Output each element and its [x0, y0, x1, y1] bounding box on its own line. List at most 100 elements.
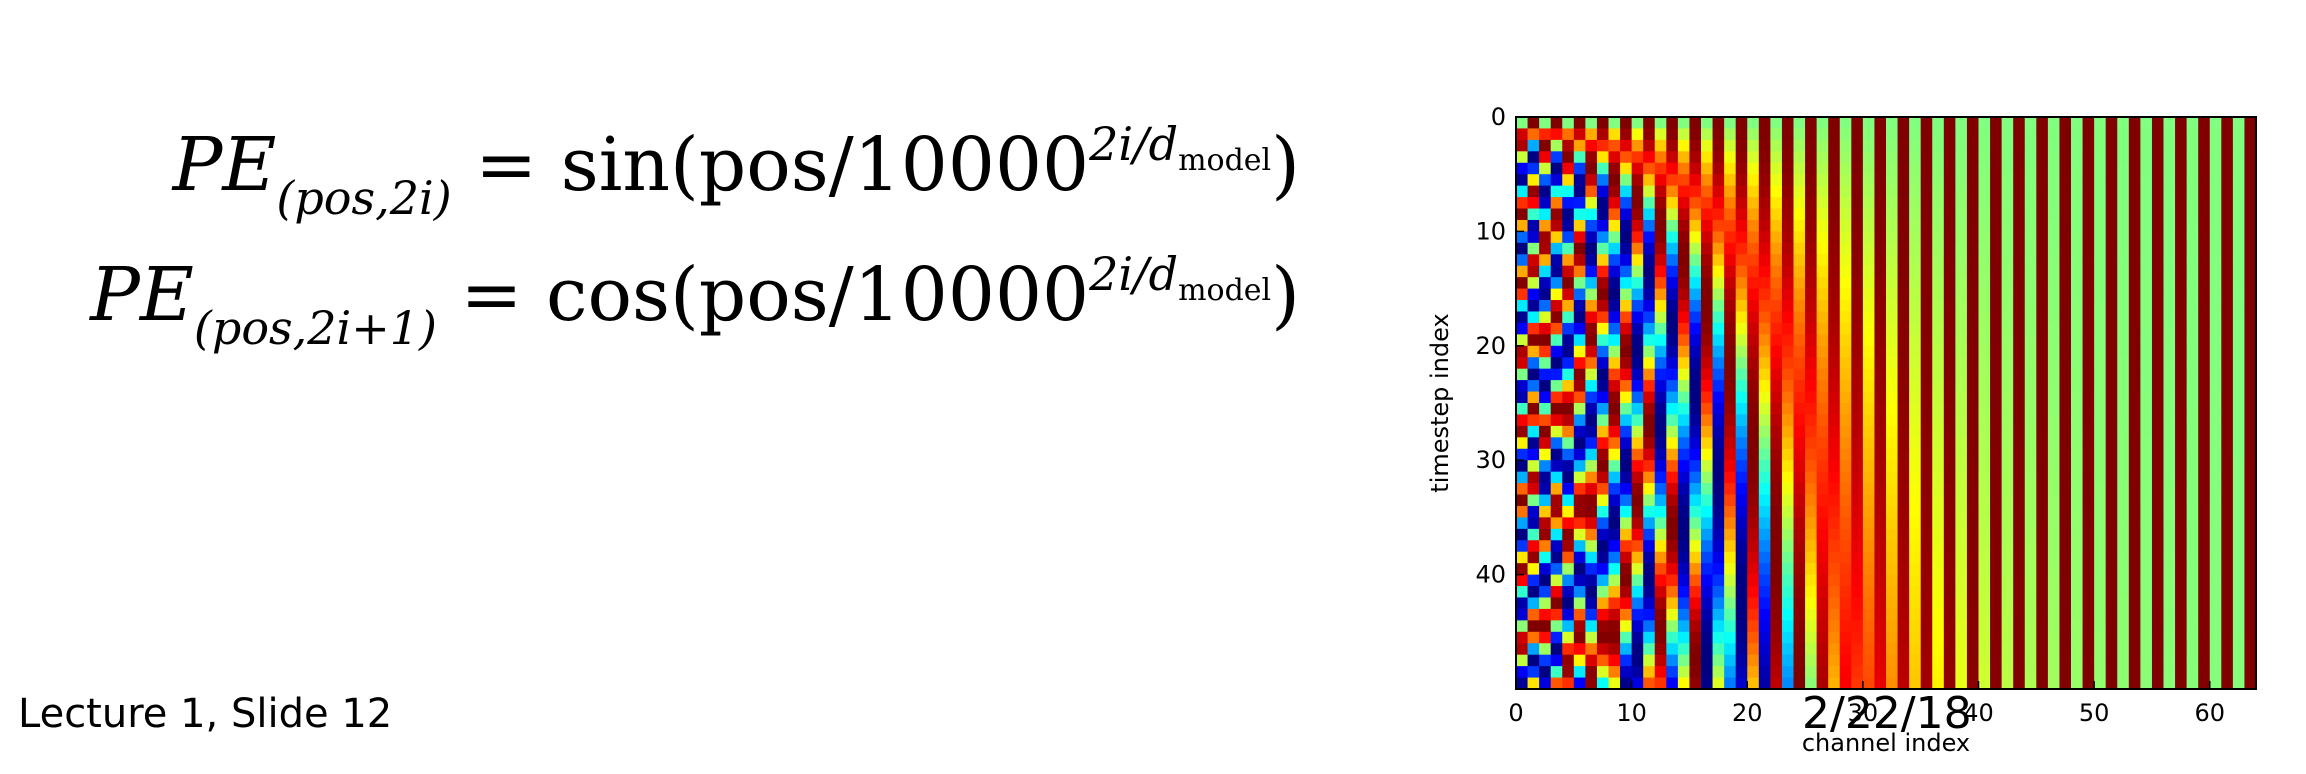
heatmap-cell: [2151, 460, 2165, 473]
heatmap-cell: [2244, 391, 2257, 404]
heatmap-cell: [1816, 620, 1829, 633]
heatmap-cell: [2117, 631, 2130, 644]
heatmap-cell: [1701, 334, 1714, 347]
heatmap-cell: [1770, 666, 1783, 679]
heatmap-cell: [1516, 631, 1529, 644]
heatmap-cell: [1828, 471, 1841, 484]
heatmap-cell: [2082, 574, 2095, 587]
heatmap-cell: [1816, 677, 1829, 690]
heatmap-cell: [1932, 677, 1945, 690]
heatmap-cell: [2175, 277, 2188, 290]
heatmap-cell: [2151, 505, 2165, 518]
heatmap-cell: [1550, 300, 1563, 313]
heatmap-cell: [2209, 631, 2222, 644]
heatmap-cell: [1539, 448, 1552, 461]
heatmap-cell: [1585, 540, 1598, 553]
heatmap-cell: [2140, 368, 2153, 381]
heatmap-cell: [2186, 277, 2199, 290]
heatmap-cell: [1781, 139, 1795, 152]
heatmap-cell: [1990, 117, 2003, 130]
heatmap-cell: [1851, 654, 1864, 667]
heatmap-cell: [2128, 357, 2141, 370]
heatmap-cell: [2071, 185, 2084, 198]
heatmap-cell: [1943, 265, 1956, 278]
heatmap-cell: [1527, 483, 1540, 496]
heatmap-cell: [1897, 460, 1910, 473]
heatmap-cell: [1735, 208, 1748, 221]
heatmap-cell: [2221, 288, 2234, 301]
heatmap-cell: [1631, 403, 1644, 416]
heatmap-cell: [1770, 311, 1783, 324]
heatmap-cell: [2024, 505, 2037, 518]
heatmap-cell: [1562, 666, 1575, 679]
heatmap-cell: [2036, 505, 2049, 518]
heatmap-cell: [1770, 242, 1783, 255]
heatmap-cell: [2036, 391, 2049, 404]
heatmap-cell: [1851, 643, 1864, 656]
heatmap-cell: [1793, 631, 1806, 644]
heatmap-cell: [1735, 643, 1748, 656]
heatmap-cell: [2036, 540, 2049, 553]
heatmap-cell: [1527, 185, 1540, 198]
heatmap-cell: [1573, 425, 1586, 438]
heatmap-cell: [1886, 208, 1899, 221]
heatmap-cell: [1816, 643, 1829, 656]
heatmap-cell: [1943, 494, 1956, 507]
heatmap-cell: [1909, 483, 1922, 496]
heatmap-cell: [1943, 425, 1956, 438]
heatmap-cell: [2221, 586, 2234, 599]
heatmap-cell: [1897, 677, 1910, 690]
heatmap-cell: [2209, 197, 2222, 210]
heatmap-cell: [2244, 174, 2257, 187]
heatmap-cell: [1839, 391, 1852, 404]
heatmap-cell: [2209, 380, 2222, 393]
heatmap-cell: [1573, 586, 1586, 599]
heatmap-cell: [1666, 471, 1679, 484]
heatmap-cell: [2128, 471, 2141, 484]
heatmap-cell: [1793, 586, 1806, 599]
heatmap-cell: [1677, 162, 1691, 175]
heatmap-cell: [1585, 345, 1598, 358]
heatmap-cell: [1585, 597, 1598, 610]
heatmap-cell: [1874, 666, 1887, 679]
heatmap-cell: [1978, 391, 1991, 404]
heatmap-cell: [1793, 300, 1806, 313]
heatmap-cell: [2047, 117, 2061, 130]
heatmap-cell: [1920, 208, 1933, 221]
heatmap-cell: [1770, 643, 1783, 656]
heatmap-cell: [1920, 311, 1933, 324]
heatmap-cell: [1966, 208, 1980, 221]
heatmap-cell: [1539, 242, 1552, 255]
heatmap-cell: [1886, 128, 1899, 141]
heatmap-cell: [1666, 677, 1679, 690]
heatmap-cell: [2105, 368, 2118, 381]
heatmap-cell: [2175, 391, 2188, 404]
heatmap-cell: [2013, 494, 2026, 507]
heatmap-cell: [1897, 391, 1910, 404]
heatmap-cell: [1874, 162, 1887, 175]
heatmap-cell: [1874, 620, 1887, 633]
heatmap-cell: [1793, 494, 1806, 507]
heatmap-cell: [2186, 185, 2199, 198]
heatmap-cell: [1770, 608, 1783, 621]
heatmap-cell: [1747, 254, 1760, 267]
heatmap-cell: [2094, 471, 2107, 484]
heatmap-cell: [1654, 483, 1667, 496]
heatmap-cell: [1666, 128, 1679, 141]
heatmap-cell: [2001, 563, 2014, 576]
heatmap-cell: [1758, 242, 1771, 255]
heatmap-cell: [1966, 448, 1980, 461]
heatmap-cell: [1677, 483, 1691, 496]
heatmap-cell: [2198, 517, 2211, 530]
heatmap-cell: [1978, 586, 1991, 599]
heatmap-cell: [2094, 448, 2107, 461]
heatmap-cell: [1527, 437, 1540, 450]
heatmap-cell: [1562, 483, 1575, 496]
heatmap-cell: [2082, 437, 2095, 450]
heatmap-cell: [1724, 631, 1737, 644]
heatmap-cell: [2244, 151, 2257, 164]
heatmap-cell: [2140, 151, 2153, 164]
heatmap-cell: [1701, 494, 1714, 507]
heatmap-cell: [1805, 334, 1818, 347]
heatmap-cell: [2047, 391, 2061, 404]
